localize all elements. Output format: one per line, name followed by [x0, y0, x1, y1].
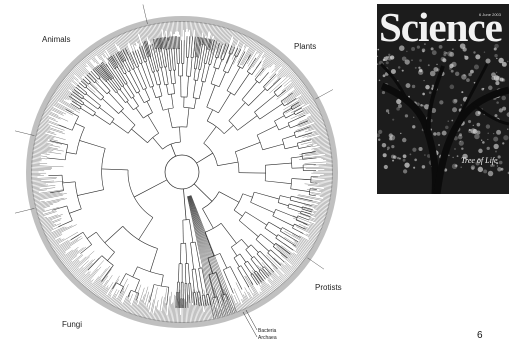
science-cover: Science 6 June 2003 Tree of Life — [377, 4, 509, 194]
cover-masthead: Science — [379, 4, 503, 50]
phylogenetic-tree — [14, 4, 338, 338]
label-plants: Plants — [294, 42, 317, 51]
label-protists: Protists — [315, 283, 342, 292]
cover-date: 6 June 2003 — [478, 12, 501, 17]
label-animals: Animals — [42, 35, 71, 44]
tree-photo — [377, 4, 509, 194]
cover-caption: Tree of Life — [461, 156, 498, 165]
label-archaea: Archaea — [258, 335, 277, 341]
label-fungi: Fungi — [62, 320, 83, 329]
label-bacteria: Bacteria — [258, 328, 277, 334]
slide-number: 6 — [477, 330, 483, 341]
